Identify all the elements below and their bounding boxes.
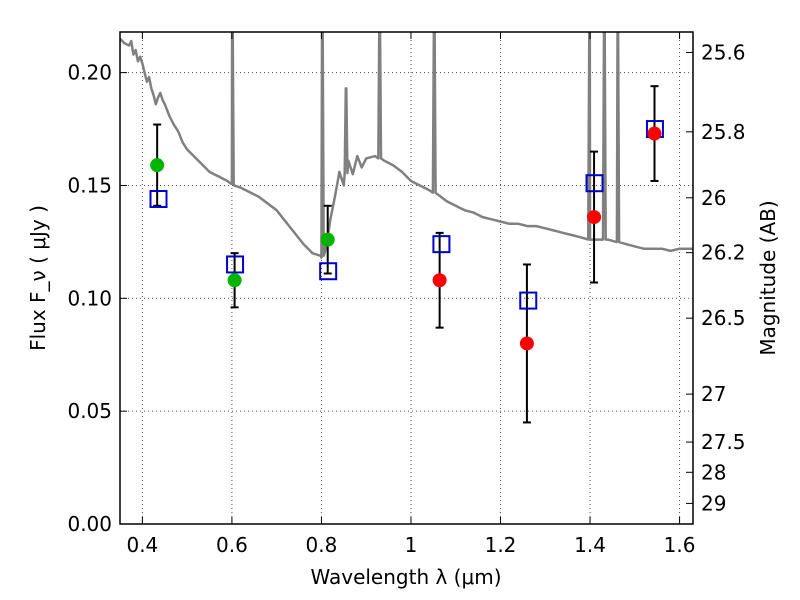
spectrum-group — [120, 32, 693, 259]
x-tick-label: 1.2 — [485, 533, 517, 557]
y-axis-label: Flux F_ν ( μJy ) — [26, 205, 50, 351]
mag-tick-label: 26.5 — [701, 306, 746, 330]
y-axis-label-text: Flux F_ν ( μJy ) — [26, 205, 50, 351]
red-point — [519, 336, 534, 351]
x-tick-label: 1 — [405, 533, 418, 557]
model-square — [149, 190, 168, 209]
green-point — [227, 273, 242, 288]
red-point — [432, 273, 447, 288]
y-tick-label: 0.10 — [67, 286, 112, 310]
x-tick-label: 0.4 — [126, 533, 158, 557]
x-tick-label: 0.6 — [216, 533, 248, 557]
y-tick-label: 0.15 — [67, 173, 112, 197]
plot-frame — [119, 31, 694, 525]
data-points — [149, 85, 664, 424]
x-tick-label: 1.4 — [574, 533, 606, 557]
axis-ticks: 0.4 0.6 0.8 1 1.2 1.4 1.6 0.00 0.05 0.10 0.15 0.20 2… — [67, 32, 746, 557]
red-point — [647, 126, 662, 141]
x-tick-label: 0.8 — [306, 533, 338, 557]
mag-tick-label: 25.6 — [701, 40, 746, 64]
mag-tick-label: 26 — [701, 186, 726, 210]
y-tick-label: 0.00 — [67, 512, 112, 536]
model-spectrum — [120, 32, 693, 259]
x-axis-label-text: Wavelength λ (μm) — [310, 565, 501, 589]
mag-tick-label: 26.2 — [701, 241, 746, 265]
mag-tick-label: 27.5 — [701, 430, 746, 454]
mag-tick-label: 25.8 — [701, 120, 746, 144]
right-axis-label: Magnitude (AB) — [756, 200, 780, 355]
green-point — [150, 158, 165, 173]
model-square — [319, 262, 338, 281]
x-axis-label: Wavelength λ (μm) — [310, 565, 501, 589]
model-square — [432, 235, 451, 254]
x-tick-label: 1.6 — [664, 533, 696, 557]
mag-tick-label: 28 — [701, 460, 726, 484]
model-square — [585, 174, 604, 193]
green-point — [320, 232, 335, 247]
right-axis-label-text: Magnitude (AB) — [756, 200, 780, 355]
mag-tick-label: 27 — [701, 382, 726, 406]
mag-tick-label: 29 — [701, 491, 726, 515]
red-point — [587, 210, 602, 225]
y-tick-label: 0.05 — [67, 399, 112, 423]
spectrum-line — [120, 32, 693, 259]
model-square — [519, 291, 538, 310]
model-square — [226, 255, 245, 274]
y-tick-label: 0.20 — [67, 61, 112, 85]
